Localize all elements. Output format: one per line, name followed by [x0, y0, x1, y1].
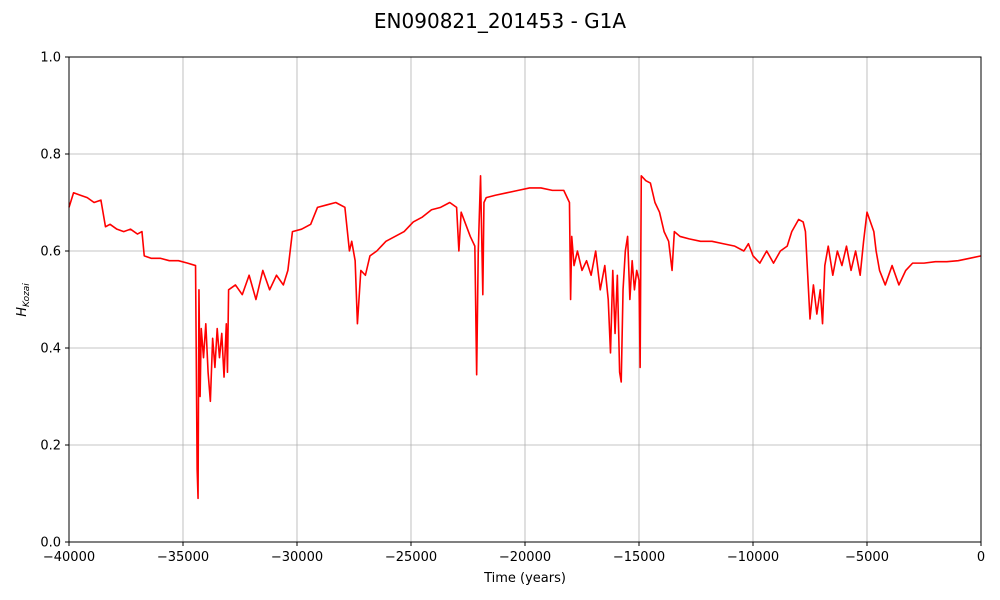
- data-line: [68, 175, 982, 500]
- y-tick-label: 0.6: [40, 245, 61, 260]
- x-tick-label: −30000: [271, 550, 323, 565]
- chart-title: EN090821_201453 - G1A: [374, 9, 626, 33]
- y-axis-label: HKozai: [15, 283, 32, 317]
- x-tick-label: −35000: [157, 550, 209, 565]
- y-tick-label: 0.8: [40, 148, 61, 163]
- x-axis-label: Time (years): [483, 571, 566, 586]
- y-label-subscript: Kozai: [22, 283, 32, 307]
- y-tick-label: 0.0: [40, 536, 61, 551]
- x-tick-label: −5000: [845, 550, 889, 565]
- plot-frame: [68, 56, 982, 543]
- y-tick-label: 0.4: [40, 342, 61, 357]
- x-tick-label: −20000: [499, 550, 551, 565]
- y-label-main: H: [15, 307, 30, 317]
- x-tick-label: −10000: [727, 550, 779, 565]
- y-tick-label: 0.2: [40, 439, 61, 454]
- x-tick-label: −15000: [613, 550, 665, 565]
- x-tick-label: −25000: [385, 550, 437, 565]
- x-tick-label: 0: [977, 550, 985, 565]
- y-tick-label: 1.0: [40, 51, 61, 66]
- x-tick-label: −40000: [43, 550, 95, 565]
